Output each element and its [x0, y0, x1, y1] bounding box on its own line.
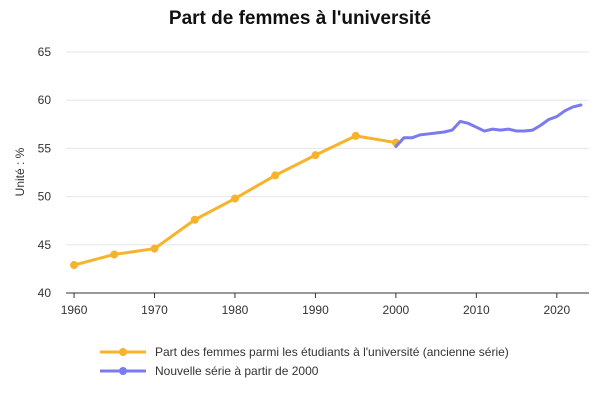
- y-tick-label: 55: [38, 141, 52, 155]
- data-point[interactable]: [230, 194, 239, 203]
- x-tick-label: 1980: [222, 303, 249, 317]
- y-tick-label: 50: [38, 190, 52, 204]
- x-tick-label: 2000: [383, 303, 410, 317]
- x-tick-label: 1990: [302, 303, 329, 317]
- x-tick-label: 1970: [141, 303, 168, 317]
- legend-label: Part des femmes parmi les étudiants à l'…: [155, 345, 509, 359]
- data-point[interactable]: [311, 151, 320, 160]
- legend: Part des femmes parmi les étudiants à l'…: [100, 345, 509, 378]
- data-point[interactable]: [351, 131, 360, 140]
- legend-swatch-marker: [119, 348, 127, 356]
- axis-layer: 40 45 50 55 60 65 1960 1970 1980 1990 2000 2010 2020: [38, 45, 589, 317]
- y-tick-label: 40: [38, 286, 52, 300]
- x-tick-label: 1960: [61, 303, 88, 317]
- chart-title: Part de femmes à l'université: [169, 8, 431, 29]
- y-tick-label: 60: [38, 93, 52, 107]
- legend-label: Nouvelle série à partir de 2000: [155, 364, 319, 378]
- series-layer: [70, 103, 583, 270]
- data-point[interactable]: [190, 215, 199, 224]
- data-point[interactable]: [70, 261, 79, 270]
- y-tick-label: 65: [38, 45, 52, 59]
- y-tick-label: 45: [38, 238, 52, 252]
- x-tick-label: 2010: [463, 303, 490, 317]
- series-line-2: [394, 103, 583, 148]
- x-tick-label: 2020: [543, 303, 570, 317]
- data-point[interactable]: [150, 244, 159, 253]
- data-point[interactable]: [271, 171, 280, 180]
- legend-swatch-marker: [119, 367, 127, 375]
- legend-item-1[interactable]: Part des femmes parmi les étudiants à l'…: [100, 345, 509, 359]
- data-point[interactable]: [110, 250, 119, 259]
- legend-item-2[interactable]: Nouvelle série à partir de 2000: [100, 364, 319, 378]
- y-axis-title: Unité : %: [13, 147, 27, 196]
